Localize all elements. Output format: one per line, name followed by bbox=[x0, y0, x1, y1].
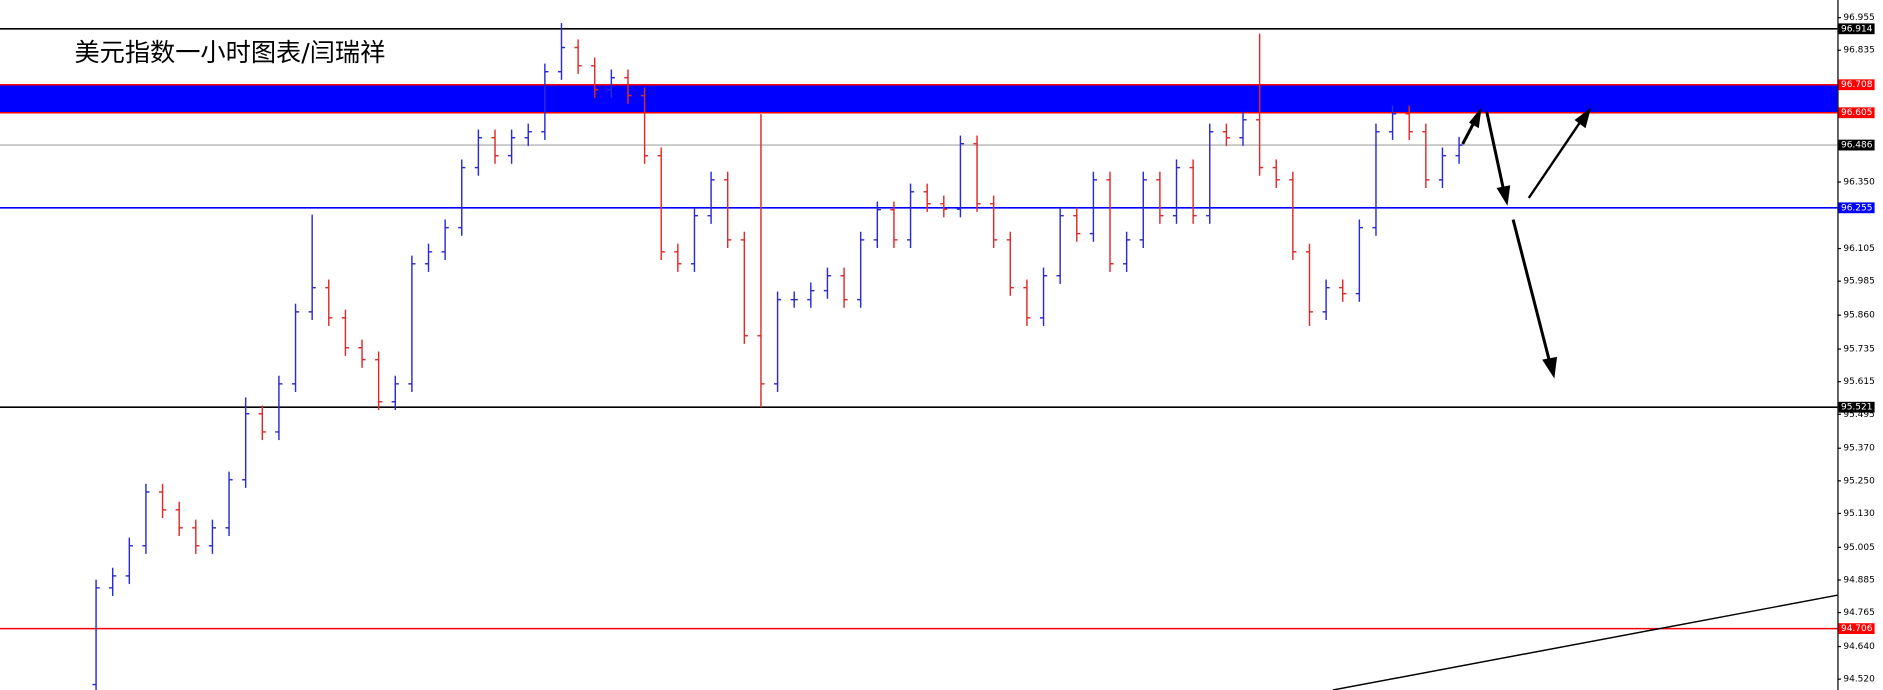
arrow-head bbox=[1574, 107, 1592, 129]
y-tick-label: 95.860 bbox=[1843, 311, 1875, 321]
arrow-head bbox=[1496, 185, 1511, 206]
level-box bbox=[1838, 23, 1875, 35]
arrow bbox=[1485, 111, 1505, 190]
box-layer: 96.914 96.708 96.605 96.486 96.255 95.521 94.7… bbox=[1838, 23, 1875, 635]
level-label: 96.605 bbox=[1841, 108, 1873, 118]
drawings bbox=[1332, 107, 1838, 690]
y-tick-label: 95.130 bbox=[1843, 509, 1875, 519]
level-label: 94.706 bbox=[1841, 624, 1873, 634]
level-box bbox=[1838, 107, 1875, 119]
y-tick-label: 95.615 bbox=[1843, 377, 1875, 387]
level-box bbox=[1838, 401, 1875, 413]
level-label: 96.486 bbox=[1841, 141, 1873, 151]
y-tick-label: 96.105 bbox=[1843, 244, 1875, 254]
level-box bbox=[1838, 79, 1875, 91]
axis-layer: 96.955 96.835 96.350 96.105 95.985 95.860 95.7… bbox=[1837, 13, 1875, 685]
y-tick-label: 96.955 bbox=[1843, 13, 1875, 23]
y-tick-label: 94.520 bbox=[1843, 675, 1875, 685]
chart-title: 美元指数一小时图表/闫瑞祥 bbox=[74, 38, 385, 67]
y-tick-label: 95.735 bbox=[1843, 345, 1875, 355]
level-label: 96.255 bbox=[1841, 203, 1873, 213]
y-tick-label: 96.835 bbox=[1843, 46, 1875, 56]
level-box bbox=[1838, 139, 1875, 151]
y-tick-label: 95.985 bbox=[1843, 277, 1875, 287]
y-tick-label: 95.005 bbox=[1843, 543, 1875, 553]
level-label: 96.708 bbox=[1841, 80, 1873, 90]
level-label: 95.521 bbox=[1841, 403, 1873, 413]
level-box bbox=[1838, 623, 1875, 635]
y-tick-label: 94.640 bbox=[1843, 642, 1875, 652]
arrow-head bbox=[1468, 107, 1482, 129]
trend-line bbox=[1332, 594, 1838, 690]
zone-layer bbox=[0, 84, 1838, 113]
arrow-head bbox=[1542, 356, 1558, 379]
y-tick-label: 95.495 bbox=[1843, 410, 1875, 420]
bar-layer bbox=[92, 23, 1463, 690]
y-tick-label: 94.885 bbox=[1843, 575, 1875, 585]
level-box bbox=[1838, 202, 1875, 214]
y-tick-label: 94.765 bbox=[1843, 608, 1875, 618]
arrow bbox=[1511, 219, 1551, 361]
level-label: 96.914 bbox=[1841, 24, 1873, 34]
y-tick-label: 96.350 bbox=[1843, 178, 1875, 188]
level-layer bbox=[0, 28, 1838, 630]
y-tick-label: 95.370 bbox=[1843, 444, 1875, 454]
zone bbox=[0, 84, 1838, 113]
arrow bbox=[1527, 119, 1583, 199]
y-tick-label: 95.250 bbox=[1843, 476, 1875, 486]
